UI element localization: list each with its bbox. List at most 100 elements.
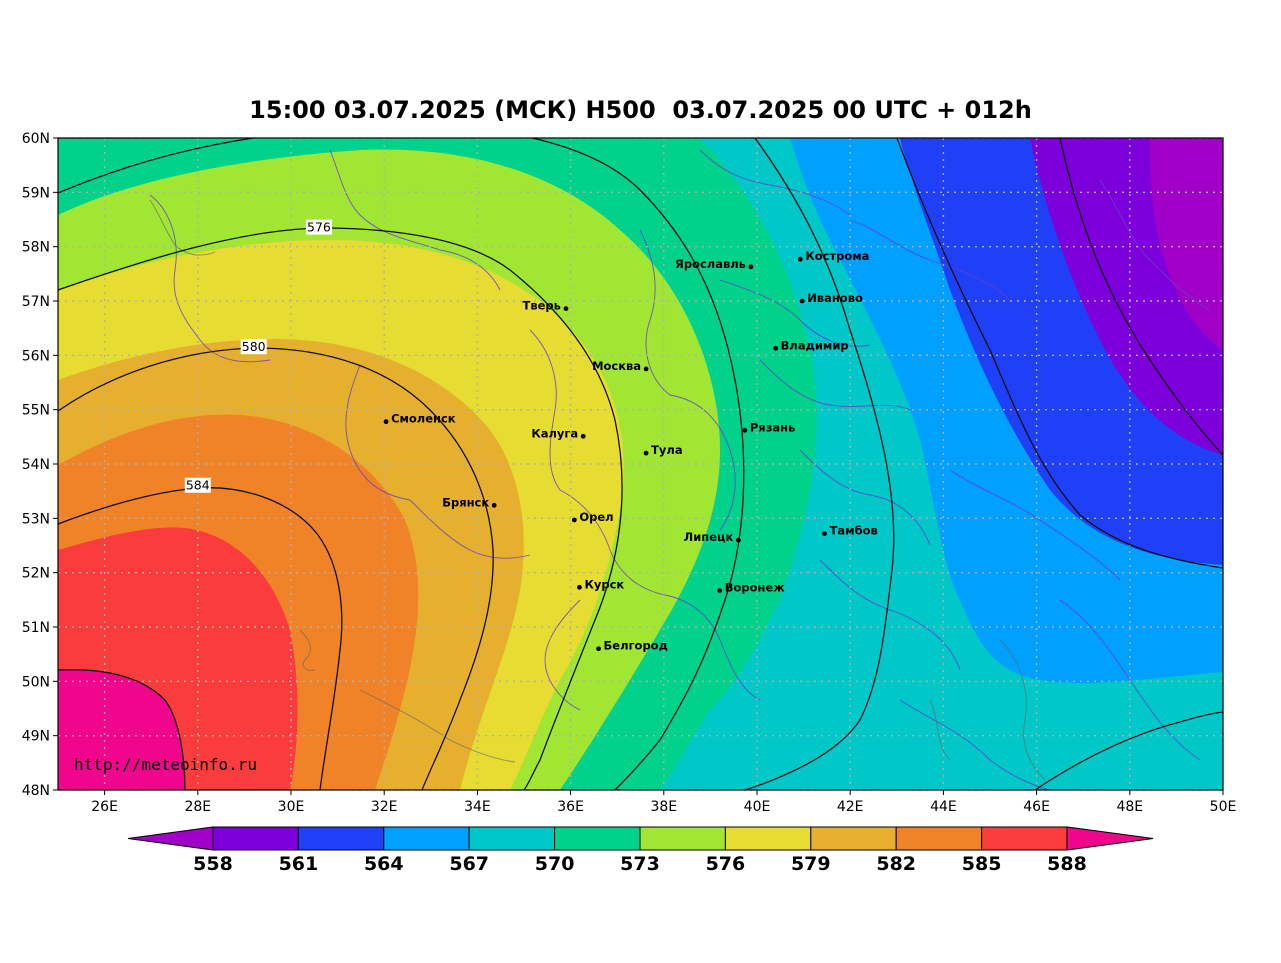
city-label: Липецк <box>684 530 734 544</box>
contour-568c <box>1034 711 1223 790</box>
height-fields <box>58 138 1223 790</box>
city-label: Брянск <box>442 495 489 509</box>
colorbar-max-arrow <box>1066 826 1154 851</box>
contour-564 <box>896 138 1223 569</box>
contour-label: 580 <box>242 339 266 354</box>
city-label: Москва <box>592 359 641 373</box>
colorbar-swatch <box>468 826 556 851</box>
lat-lon-grid <box>58 137 1224 791</box>
y-tick-label: 55N <box>22 403 50 419</box>
colorbar-min-arrow <box>127 826 214 851</box>
x-tick-label: 48E <box>1116 799 1143 815</box>
city-dot <box>563 306 569 312</box>
city-dot <box>822 531 827 536</box>
city-label: Белгород <box>604 639 668 653</box>
contour-568b <box>744 138 895 790</box>
colorbar-label: 567 <box>449 853 489 875</box>
contour-labels: 576 580 584 <box>184 219 332 493</box>
city-dot <box>383 419 389 425</box>
y-tick-label: 58N <box>22 240 50 256</box>
colorbar-label: 588 <box>1047 853 1087 875</box>
colorbar-swatch <box>895 826 983 851</box>
x-tick-label: 28E <box>184 799 211 815</box>
city-label: Иваново <box>807 291 863 305</box>
colorbar-swatch <box>212 826 299 851</box>
colorbar-label: 579 <box>791 853 831 875</box>
admin-borders <box>149 149 1211 790</box>
city-dot <box>643 366 649 372</box>
city-label: Калуга <box>531 426 578 440</box>
x-tick-label: 26E <box>91 799 118 815</box>
city-label: Тула <box>651 443 683 457</box>
y-tick-label: 48N <box>22 783 50 799</box>
city-dot <box>577 584 582 590</box>
watermark-url: http://meteoinfo.ru <box>74 755 257 774</box>
city-label: Воронеж <box>725 581 786 595</box>
city-dot <box>596 646 601 652</box>
colorbar-label: 570 <box>535 853 575 875</box>
city-label: Рязань <box>750 420 795 434</box>
city-label: Курск <box>584 577 624 591</box>
colorbar-label: 561 <box>279 853 319 875</box>
city-label: Орел <box>579 510 613 524</box>
city-label: Кострома <box>805 249 869 263</box>
city-dot <box>571 517 577 523</box>
contour-572 <box>58 138 745 790</box>
contour-580 <box>58 347 494 790</box>
y-tick-label: 54N <box>22 457 50 473</box>
city-dot <box>797 256 803 262</box>
contour-label-bg <box>184 477 211 493</box>
field-588 <box>58 669 185 790</box>
x-tick-label: 42E <box>837 799 864 815</box>
city-dot <box>580 433 586 439</box>
y-tick-label: 49N <box>22 729 50 745</box>
city-dot <box>773 345 779 351</box>
x-tick-label: 38E <box>650 799 677 815</box>
colorbar-swatch <box>554 826 641 851</box>
city-label: Ярославль <box>675 257 746 271</box>
colorbar-swatch <box>639 826 726 851</box>
field-lt558 <box>1150 138 1223 350</box>
x-tick-label: 46E <box>1023 799 1050 815</box>
axis-ticks: 26E 28E 30E 32E 34E 36E 38E 40E 42E 44E 46E 48E 50E 6… <box>22 131 1237 815</box>
city-dot <box>491 502 497 508</box>
colorbar-swatch <box>810 826 897 851</box>
colorbar-label: 576 <box>706 853 746 875</box>
colorbar: 558 561 564 567 570 573 576 579 582 585 588 <box>127 826 1154 875</box>
contour-label: 576 <box>307 220 331 235</box>
y-tick-label: 56N <box>22 348 50 364</box>
contour-584 <box>58 487 343 790</box>
x-tick-label: 44E <box>930 799 957 815</box>
colorbar-swatch <box>724 826 812 851</box>
y-tick-label: 60N <box>22 131 50 147</box>
x-tick-label: 30E <box>278 799 305 815</box>
y-tick-label: 52N <box>22 566 50 582</box>
contour-560 <box>1059 138 1223 456</box>
colorbar-label: 564 <box>364 853 404 875</box>
cities: Кострома Ярославль Иваново Тверь Владимир Мос… <box>383 249 878 653</box>
city-label: Тамбов <box>830 524 878 538</box>
y-tick-label: 57N <box>22 294 50 310</box>
city-dot <box>717 588 723 593</box>
city-dot <box>748 264 754 270</box>
city-label: Смоленск <box>391 412 456 426</box>
x-tick-label: 32E <box>371 799 398 815</box>
x-tick-label: 36E <box>557 799 584 815</box>
contour-label-bg <box>305 219 332 235</box>
contour-label: 584 <box>186 478 210 493</box>
x-tick-label: 50E <box>1210 799 1237 815</box>
y-tick-label: 51N <box>22 620 50 636</box>
y-tick-label: 50N <box>22 674 50 690</box>
contour-label-bg <box>240 339 267 355</box>
city-label: Тверь <box>523 299 561 313</box>
colorbar-swatch <box>383 826 470 851</box>
colorbar-label: 573 <box>620 853 660 875</box>
city-dot <box>735 537 741 543</box>
x-tick-label: 34E <box>464 799 491 815</box>
city-label: Владимир <box>781 338 849 352</box>
city-dot <box>643 450 649 456</box>
contour-576 <box>58 227 623 790</box>
rivers-coast <box>149 199 1046 781</box>
colorbar-label: 558 <box>193 853 233 875</box>
colorbar-swatch <box>981 826 1068 851</box>
